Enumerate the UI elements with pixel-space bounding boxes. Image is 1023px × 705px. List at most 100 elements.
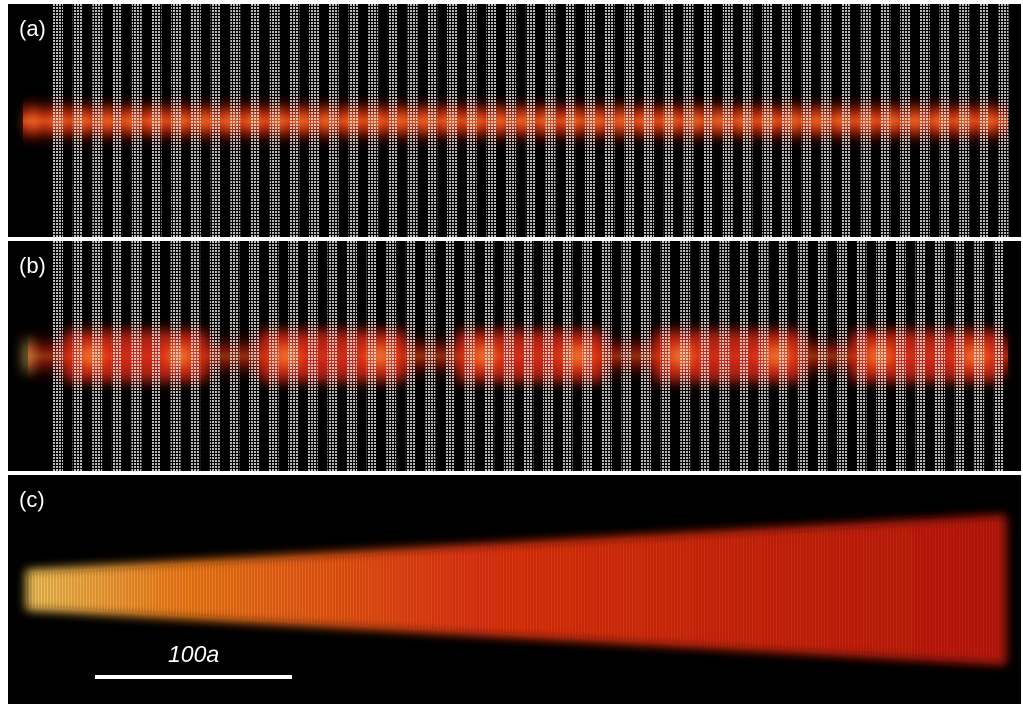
grating-stripe xyxy=(821,4,832,237)
grating-stripe xyxy=(582,241,593,471)
grating-stripe xyxy=(190,4,201,237)
grating-stripe xyxy=(817,241,828,471)
grating-stripe xyxy=(327,241,338,471)
grating-stripe xyxy=(915,241,926,471)
grating-stripe xyxy=(368,4,379,237)
grating-stripe xyxy=(856,241,867,471)
grating-stripe xyxy=(348,4,359,237)
grating-stripe xyxy=(584,4,595,237)
grating-stripe xyxy=(781,4,792,237)
grating-stripe xyxy=(309,4,320,237)
grating-stripe xyxy=(900,4,911,237)
grating-stripe xyxy=(506,4,517,237)
grating-stripe xyxy=(269,4,280,237)
grating-stripe xyxy=(841,4,851,237)
grating-stripe xyxy=(703,4,714,237)
grating-stripe xyxy=(778,241,789,471)
grating-stripe xyxy=(210,4,221,237)
grating-stripe xyxy=(993,241,1004,471)
grating-stripe xyxy=(860,4,871,237)
grating-stripe xyxy=(170,241,181,471)
grating-stripe xyxy=(209,241,220,471)
grating-stripe xyxy=(151,241,161,471)
scale-bar xyxy=(95,675,292,679)
grating-stripe xyxy=(939,4,950,237)
grating-stripe xyxy=(386,241,397,471)
grating-stripe xyxy=(719,241,730,471)
tapered-mode-field xyxy=(26,515,1006,665)
grating-stripe xyxy=(604,4,615,237)
grating-stripe xyxy=(288,241,299,471)
grating-stripe xyxy=(565,4,576,237)
grating-stripe xyxy=(466,4,477,237)
grating-stripe xyxy=(151,4,162,237)
grating-stripe xyxy=(289,4,300,237)
grating-stripe xyxy=(307,241,318,471)
grating-stripe xyxy=(978,4,989,237)
grating-stripe xyxy=(545,4,556,237)
grating-stripe xyxy=(722,4,733,237)
grating-stripe xyxy=(112,4,123,237)
grating-stripe xyxy=(171,4,182,237)
grating-stripe xyxy=(837,241,847,471)
grating-stripe xyxy=(998,4,1009,237)
grating-stripe xyxy=(427,4,438,237)
grating-stripe xyxy=(680,241,691,471)
grating-stripe xyxy=(762,4,773,237)
grating-stripe xyxy=(739,241,749,471)
panel-b: (b) xyxy=(8,241,1021,471)
grating-stripe xyxy=(621,241,632,471)
grating-stripe xyxy=(347,241,357,471)
grating-stripe xyxy=(53,241,63,471)
grating-stripe xyxy=(92,4,103,237)
grating-stripe xyxy=(328,4,339,237)
grating-stripe xyxy=(742,4,753,237)
grating-stripe xyxy=(53,4,63,237)
grating-stripe xyxy=(230,4,241,237)
grating-stripe xyxy=(919,4,930,237)
grating-stripe xyxy=(954,241,965,471)
grating-stripe xyxy=(562,241,573,471)
panel-label-a: (a) xyxy=(19,16,46,41)
grating-stripe xyxy=(683,4,694,237)
grating-stripe xyxy=(250,4,260,237)
grating-stripe xyxy=(876,241,887,471)
panel-c: (c) 100a xyxy=(8,475,1021,704)
grating-stripe xyxy=(486,4,497,237)
grating-stripe xyxy=(758,241,769,471)
grating-stripe xyxy=(407,4,418,237)
grating-stripe xyxy=(880,4,891,237)
grating-stripe xyxy=(699,241,710,471)
grating-stripe xyxy=(525,4,536,237)
grating-stripe xyxy=(131,241,142,471)
grating-stripe xyxy=(425,241,436,471)
grating-stripe xyxy=(405,241,416,471)
grating-stripe xyxy=(974,241,985,471)
field-plot-b xyxy=(24,241,1008,471)
grating-stripe xyxy=(447,4,457,237)
grating-stripe xyxy=(601,241,612,471)
grating-stripe xyxy=(366,241,377,471)
scale-bar-label: 100a xyxy=(168,641,220,667)
grating-stripe xyxy=(624,4,635,237)
grating-stripe xyxy=(895,241,906,471)
grating-stripe xyxy=(131,4,142,237)
grating-stripe xyxy=(72,241,83,471)
grating-stripe xyxy=(543,241,553,471)
grating-stripe xyxy=(935,241,945,471)
panel-label-b: (b) xyxy=(19,253,46,278)
grating-stripe xyxy=(249,241,259,471)
grating-stripe xyxy=(644,4,654,237)
grating-stripe xyxy=(268,241,279,471)
field-plot-a xyxy=(20,4,1009,237)
grating-stripe xyxy=(503,241,514,471)
grating-stripe xyxy=(445,241,455,471)
grating-stripe xyxy=(959,4,970,237)
panel-a: (a) xyxy=(8,4,1021,237)
grating-stripe xyxy=(387,4,398,237)
field-plot-c xyxy=(26,515,1006,665)
grating-stripe xyxy=(464,241,475,471)
panel-label-c: (c) xyxy=(19,487,45,512)
grating-stripe xyxy=(797,241,808,471)
grating-stripe xyxy=(190,241,201,471)
